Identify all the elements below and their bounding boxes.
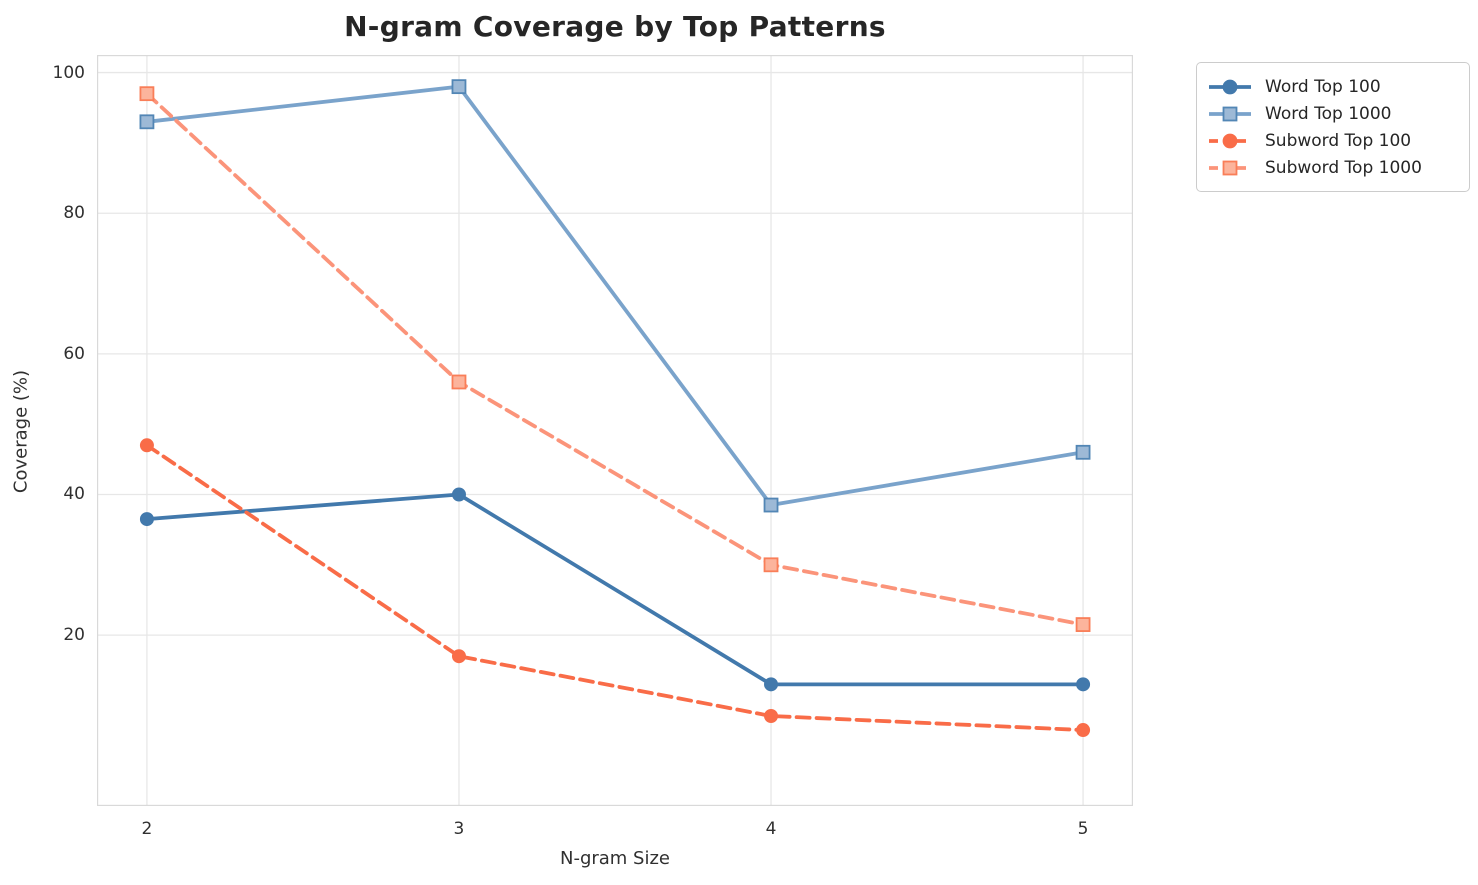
data-point-marker	[139, 114, 155, 130]
x-tick-label: 5	[1077, 819, 1089, 839]
legend-item-subword-top-1000: Subword Top 1000	[1207, 154, 1457, 181]
data-point-marker	[1075, 617, 1091, 632]
legend-label: Word Top 100	[1265, 76, 1381, 97]
data-point-marker	[764, 708, 779, 723]
data-point-marker	[1075, 444, 1091, 460]
legend-item-subword-top-100: Subword Top 100	[1207, 127, 1457, 154]
data-point-marker	[139, 438, 154, 453]
plot-border	[97, 55, 1133, 806]
x-tick-label: 4	[765, 819, 777, 839]
data-point-marker	[763, 557, 779, 573]
data-point-marker	[1076, 677, 1091, 692]
legend-label: Subword Top 1000	[1265, 157, 1422, 178]
series-line-subword-top-100	[145, 443, 1085, 732]
series-line-word-top-1000	[145, 84, 1085, 507]
y-tick-label: 40	[63, 484, 85, 505]
data-point-marker	[451, 79, 467, 95]
x-axis-label: N-gram Size	[559, 848, 671, 869]
y-tick-label: 80	[63, 203, 85, 224]
legend-label: Subword Top 100	[1265, 130, 1412, 151]
legend-swatch-circle-icon	[1209, 133, 1251, 148]
legend-label: Word Top 1000	[1265, 103, 1392, 124]
y-axis-label: Coverage (%)	[10, 369, 32, 494]
y-tick-label: 20	[63, 625, 85, 646]
data-point-marker	[451, 487, 466, 502]
legend-item-word-top-1000: Word Top 1000	[1207, 100, 1457, 127]
legend-swatch-square-icon	[1209, 160, 1251, 175]
data-point-marker	[451, 374, 467, 390]
data-point-marker	[451, 649, 466, 664]
legend-swatch-square-icon	[1209, 106, 1251, 121]
series-line-word-top-100	[145, 492, 1085, 687]
data-point-marker	[139, 512, 154, 527]
y-tick-label: 60	[63, 343, 85, 364]
data-point-marker	[764, 677, 779, 692]
legend: Word Top 100 Word Top 1000 Subword Top 100…	[1196, 62, 1470, 192]
legend-item-word-top-100: Word Top 100	[1207, 73, 1457, 100]
legend-swatch-circle-icon	[1209, 79, 1251, 94]
chart-title: N-gram Coverage by Top Patterns	[344, 10, 886, 43]
x-tick-label: 3	[453, 819, 465, 839]
data-point-marker	[763, 497, 779, 513]
y-tick-label: 100	[52, 62, 85, 83]
data-point-marker	[139, 86, 155, 102]
series-line-subword-top-1000	[145, 91, 1085, 627]
plot-area	[97, 55, 1133, 806]
data-point-marker	[1076, 723, 1091, 738]
x-tick-label: 2	[141, 819, 153, 839]
